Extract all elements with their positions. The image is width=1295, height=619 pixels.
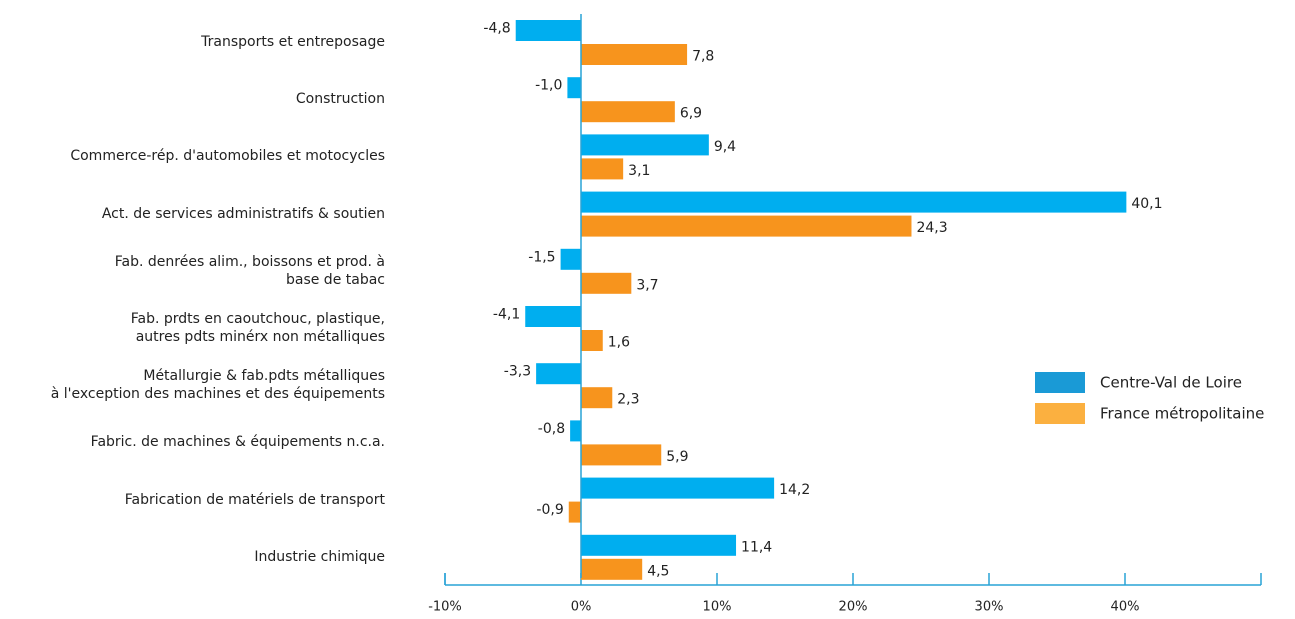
- bar: [568, 501, 581, 523]
- value-label: -4,8: [483, 21, 510, 37]
- value-label: -3,3: [504, 364, 531, 380]
- category-label: Act. de services administratifs & soutie…: [101, 205, 385, 222]
- x-tick-label: -10%: [428, 600, 462, 615]
- value-label: 24,3: [916, 220, 947, 236]
- category-label: Construction: [295, 91, 385, 108]
- bar: [567, 77, 581, 99]
- category-label: Transports et entreposage: [201, 34, 385, 50]
- bar: [525, 306, 581, 327]
- value-label: 3,7: [636, 277, 658, 293]
- value-label: 40,1: [1131, 196, 1162, 212]
- category-label: Industrie chimique: [254, 548, 385, 565]
- category-label: Fab. denrées alim., boissons et prod. à …: [114, 253, 385, 288]
- value-label: -1,5: [528, 249, 555, 265]
- value-label: 6,9: [680, 106, 702, 122]
- legend-label: France métropolitaine: [1100, 405, 1264, 423]
- bar: [581, 158, 624, 180]
- x-tick-label: 40%: [1111, 600, 1140, 615]
- bar: [581, 558, 643, 580]
- bar: [581, 191, 1127, 213]
- value-label: 2,3: [617, 392, 639, 408]
- value-label: -1,0: [535, 78, 562, 94]
- category-label: Métallurgie & fab.pdts métalliques à l'e…: [50, 368, 385, 403]
- bar: [581, 330, 603, 351]
- category-label: Fabrication de matériels de transport: [124, 491, 385, 508]
- bar: [581, 387, 613, 409]
- value-label: 1,6: [608, 335, 630, 351]
- value-label: 5,9: [666, 449, 688, 465]
- value-label: 14,2: [779, 482, 810, 498]
- value-label: 3,1: [628, 163, 650, 179]
- category-label: Fab. prdts en caoutchouc, plastique, aut…: [130, 311, 385, 345]
- legend-swatch: [1035, 403, 1085, 424]
- x-tick-label: 10%: [703, 600, 732, 615]
- bar: [581, 134, 709, 156]
- category-label: Commerce-rép. d'automobiles et motocycle…: [70, 148, 385, 165]
- legend-label: Centre-Val de Loire: [1100, 374, 1242, 392]
- bar: [581, 101, 675, 123]
- bar: [536, 363, 581, 385]
- bar: [515, 20, 581, 41]
- x-tick-label: 0%: [571, 600, 592, 615]
- x-tick-label: 20%: [839, 600, 868, 615]
- bar: [581, 534, 737, 556]
- value-label: 7,8: [692, 49, 714, 65]
- legend-swatch: [1035, 372, 1085, 393]
- category-label: Fabric. de machines & équipements n.c.a.: [90, 434, 385, 451]
- bar: [581, 444, 662, 466]
- value-label: 4,5: [647, 563, 669, 579]
- bar: [560, 248, 581, 270]
- value-label: -0,8: [538, 421, 565, 437]
- value-label: 9,4: [714, 139, 736, 155]
- value-label: -4,1: [493, 307, 520, 323]
- value-label: -0,9: [536, 502, 563, 518]
- bar: [581, 477, 775, 499]
- bar: [581, 44, 688, 65]
- value-label: 11,4: [741, 539, 772, 555]
- bar: [581, 272, 632, 294]
- x-tick-label: 30%: [975, 600, 1004, 615]
- bar: [581, 215, 912, 237]
- bar: [570, 420, 581, 442]
